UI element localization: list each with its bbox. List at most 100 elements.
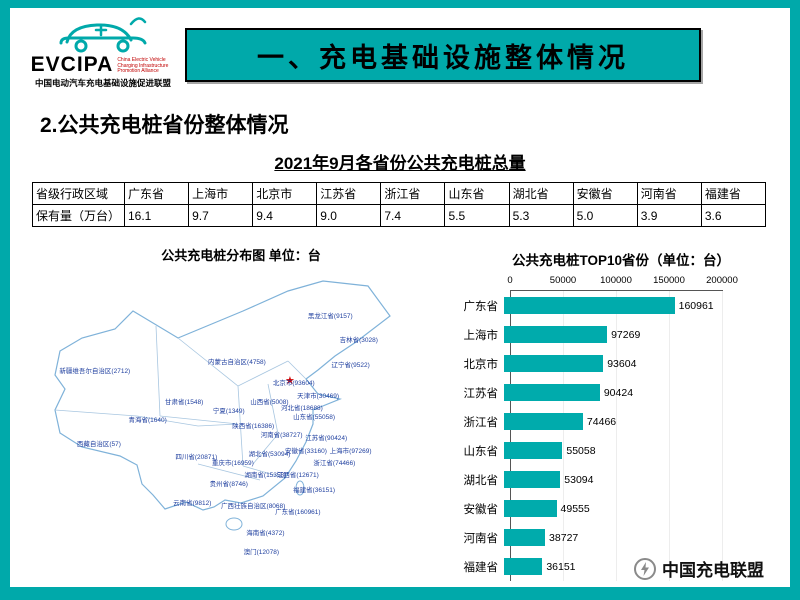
table-value-cell: 9.7 <box>188 204 254 227</box>
table-value-cell: 16.1 <box>123 204 190 227</box>
bar-category-label: 江苏省 <box>463 387 499 400</box>
bar-category-label: 广东省 <box>463 300 499 313</box>
subsection-title: 2.公共充电桩省份整体情况 <box>40 114 289 137</box>
bar <box>504 355 604 372</box>
chart-bar-row: 江苏省 90424 <box>456 378 786 407</box>
map-province-label: 山东省(55058) <box>293 413 336 421</box>
map-province-label: 海南省(4372) <box>246 530 285 538</box>
table-value-cell: 5.0 <box>572 204 638 227</box>
map-title: 公共充电桩分布图 单位：台 <box>161 248 321 263</box>
bar-value-label: 160961 <box>678 299 714 312</box>
map-province-label: 四川省(20871) <box>175 453 218 461</box>
map-province-label: 黑龙江省(9157) <box>307 312 353 320</box>
map-province-label: 云南省(9812) <box>173 499 212 507</box>
map-province-label: 辽宁省(9522) <box>331 361 370 369</box>
map-province-label: 青海省(1640) <box>128 417 167 424</box>
bar-value-label: 90424 <box>603 386 634 399</box>
map-province-label: 内蒙古自治区(4758) <box>208 358 266 366</box>
table-row-label: 保有量（万台） <box>32 204 125 227</box>
bar-category-label: 山东省 <box>463 445 499 458</box>
table-value-cell: 7.4 <box>380 204 446 227</box>
bar-track: 160961 <box>504 297 764 314</box>
bar-track: 49555 <box>504 500 764 517</box>
chart-axis: 0 50000 100000 150000 200000 <box>507 275 738 294</box>
alliance-watermark: 中国充电联盟 <box>633 556 764 581</box>
table-title: 2021年9月各省份公共充电桩总量 <box>274 154 526 173</box>
bar <box>504 529 546 546</box>
axis-tick-label: 100000 <box>600 275 632 286</box>
map-province-label: 宁夏(1349) <box>212 407 245 415</box>
bar-track: 74466 <box>504 413 764 430</box>
china-map: ★ 黑龙江省(9157) 吉林省(3028) 新疆维吾尔自治区(2712) 内蒙古自治… <box>38 266 444 572</box>
map-province-label: 北京市(93604) <box>272 380 315 388</box>
bar-value-label: 74466 <box>586 415 617 428</box>
map-province-label: 江苏省(90424) <box>305 435 348 443</box>
bar-value-label: 97269 <box>611 328 641 341</box>
chart-bar-row: 浙江省 74466 <box>456 407 786 436</box>
chart-bar-row: 安徽省 49555 <box>456 494 786 523</box>
chart-bar-row: 北京市 93604 <box>456 349 786 378</box>
map-province-label: 江西省(12671) <box>276 472 319 480</box>
china-map-outline: ★ <box>54 280 391 531</box>
map-province-label: 广西壮族自治区(8068) <box>221 502 286 510</box>
table-header-cell: 福建省 <box>700 182 767 205</box>
map-province-label: 天津市(30469) <box>297 392 340 400</box>
evcipa-logo: EVCIPA China Electric Vehicle Charging I… <box>18 10 188 89</box>
bar <box>504 326 608 343</box>
map-province-label: 澳门(12078) <box>243 548 279 556</box>
bar-track: 36151 <box>504 558 764 575</box>
bar-category-label: 浙江省 <box>463 416 499 429</box>
map-province-label: 西藏自治区(57) <box>76 441 121 449</box>
table-header-cell: 湖北省 <box>508 182 574 205</box>
table-header-cell: 广东省 <box>123 182 190 205</box>
bar-category-label: 上海市 <box>463 329 499 342</box>
slide-content: EVCIPA China Electric Vehicle Charging I… <box>10 8 790 587</box>
bar-category-label: 湖北省 <box>463 474 499 487</box>
alliance-logo-icon <box>634 557 656 580</box>
table-corner-cell: 省级行政区域 <box>32 182 125 205</box>
bar-value-label: 53094 <box>564 473 594 486</box>
map-province-label: 吉林省(3028) <box>339 337 378 345</box>
bar-value-label: 36151 <box>546 560 576 573</box>
car-charging-icon <box>59 17 147 53</box>
logo-tagline-en: China Electric Vehicle Charging Infrastr… <box>117 56 169 75</box>
table-header-row: 省级行政区域 广东省 上海市 北京市 江苏省 浙江省 山东省 湖北省 安徽省 河南省 福建省 <box>32 182 767 205</box>
gridline <box>669 291 670 581</box>
map-province-label: 新疆维吾尔自治区(2712) <box>59 368 131 376</box>
map-province-label: 湖南省(15358) <box>244 472 287 480</box>
bar <box>504 413 583 430</box>
bar-value-label: 38727 <box>549 531 579 544</box>
map-province-label: 浙江省(74466) <box>313 459 356 467</box>
bar-category-label: 北京市 <box>463 358 499 371</box>
chart-y-axis-line <box>510 291 511 581</box>
map-province-label: 贵州省(8746) <box>209 481 248 489</box>
bar <box>504 500 557 517</box>
table-value-cell: 5.5 <box>444 204 510 227</box>
bar-track: 90424 <box>504 384 764 401</box>
gridline <box>616 291 617 581</box>
chart-bar-row: 上海市 97269 <box>456 320 786 349</box>
map-province-label: 陕西省(16386) <box>232 423 275 431</box>
watermark-text: 中国充电联盟 <box>662 561 764 580</box>
bar <box>504 384 600 401</box>
beijing-star-marker: ★ <box>285 375 295 387</box>
map-province-label: 甘肃省(1548) <box>165 398 204 406</box>
bar-value-label: 93604 <box>607 357 637 370</box>
map-province-label: 河北省(18688) <box>280 404 323 412</box>
map-province-label: 上海市(97269) <box>329 447 372 455</box>
bar-category-label: 河南省 <box>463 532 499 545</box>
gridline <box>563 291 564 581</box>
map-province-label: 湖北省(53094) <box>248 450 291 458</box>
bar-category-label: 福建省 <box>463 561 499 574</box>
chart-bar-row: 湖北省 53094 <box>456 465 786 494</box>
map-province-label: 安徽省(33160) <box>285 447 327 455</box>
table-header-cell: 北京市 <box>252 182 318 205</box>
table-value-cell: 9.4 <box>252 204 318 227</box>
top10-chart: 公共充电桩TOP10省份（单位：台） 0 50000 100000 150000 200… <box>456 249 786 581</box>
bar-track: 53094 <box>504 471 764 488</box>
bar-value-label: 55058 <box>566 444 596 457</box>
map-labels: 黑龙江省(9157) 吉林省(3028) 新疆维吾尔自治区(2712) 内蒙古自治区(… <box>38 266 444 572</box>
table-value-cell: 3.6 <box>700 204 767 227</box>
axis-tick-label: 150000 <box>653 275 685 286</box>
